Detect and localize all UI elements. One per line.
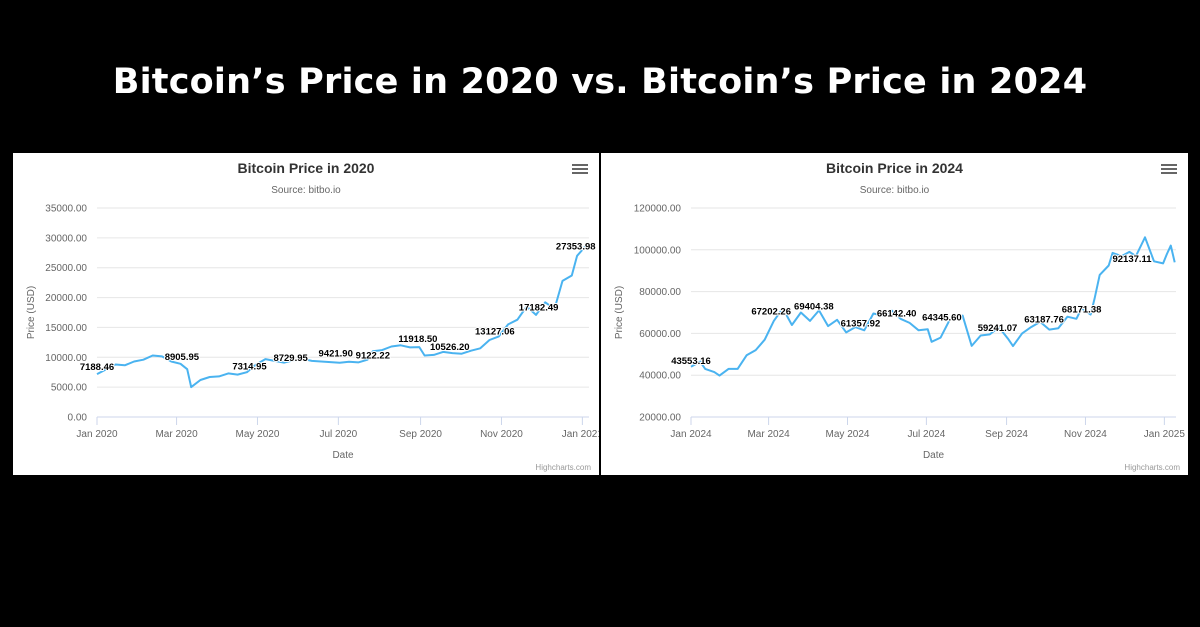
y-tick-label: 20000.00 xyxy=(45,293,87,304)
data-label: 17182.49 xyxy=(519,302,559,313)
chart-subtitle: Source: bitbo.io xyxy=(271,185,341,196)
data-label: 7188.46 xyxy=(80,362,114,373)
data-label: 8905.95 xyxy=(165,352,200,363)
hamburger-menu-icon[interactable] xyxy=(572,162,588,176)
data-label: 13127.06 xyxy=(475,327,515,338)
x-tick-label: Nov 2020 xyxy=(480,429,523,440)
series-line[interactable] xyxy=(690,236,1176,377)
data-label: 67202.26 xyxy=(751,306,791,317)
data-label: 11918.50 xyxy=(398,334,437,345)
x-tick-label: May 2024 xyxy=(826,429,870,440)
y-tick-label: 25000.00 xyxy=(45,263,87,274)
series-line[interactable] xyxy=(96,246,586,389)
chart-2020: Bitcoin Price in 2020 Source: bitbo.io 0.0… xyxy=(26,160,599,472)
data-label: 9122.22 xyxy=(356,351,390,362)
data-label: 27353.98 xyxy=(556,242,596,253)
credits-link: Highcharts.com xyxy=(535,463,591,472)
data-label: 66142.40 xyxy=(877,309,917,320)
x-tick-label: Nov 2024 xyxy=(1064,429,1107,440)
y-tick-label: 5000.00 xyxy=(51,383,88,394)
y-tick-label: 35000.00 xyxy=(45,204,87,215)
y-tick-label: 0.00 xyxy=(68,413,88,424)
x-tick-label: Jan 2024 xyxy=(670,429,712,440)
y-tick-label: 30000.00 xyxy=(45,233,87,244)
data-label: 8729.95 xyxy=(273,353,308,364)
x-tick-label: Jan 2025 xyxy=(1144,429,1186,440)
data-label: 64345.60 xyxy=(922,312,962,323)
data-label: 63187.76 xyxy=(1024,315,1064,326)
chart-subtitle: Source: bitbo.io xyxy=(860,185,930,196)
y-axis-title: Price (USD) xyxy=(614,286,625,339)
x-tick-label: Jan 2021 xyxy=(562,429,599,440)
data-label: 68171.38 xyxy=(1062,304,1102,315)
y-tick-label: 80000.00 xyxy=(639,287,681,298)
x-tick-label: May 2020 xyxy=(236,429,280,440)
x-tick-label: Mar 2024 xyxy=(747,429,790,440)
x-axis-title: Date xyxy=(332,450,354,461)
data-label: 7314.95 xyxy=(232,361,267,372)
data-label: 59241.07 xyxy=(978,323,1018,334)
y-tick-label: 60000.00 xyxy=(639,329,681,340)
x-tick-label: Jan 2020 xyxy=(76,429,118,440)
hamburger-menu-icon[interactable] xyxy=(1161,162,1177,176)
chart-title: Bitcoin Price in 2020 xyxy=(238,160,375,176)
x-tick-label: Mar 2020 xyxy=(155,429,198,440)
chart-title: Bitcoin Price in 2024 xyxy=(826,160,963,176)
x-tick-label: Jul 2020 xyxy=(319,429,357,440)
y-axis-title: Price (USD) xyxy=(26,286,37,339)
chart-panel-2024: Bitcoin Price in 2024 Source: bitbo.io 200… xyxy=(601,153,1188,475)
data-label: 9421.90 xyxy=(319,349,353,360)
data-label: 69404.38 xyxy=(794,302,834,313)
x-tick-label: Sep 2024 xyxy=(985,429,1028,440)
data-label: 61357.92 xyxy=(841,319,881,330)
y-tick-label: 15000.00 xyxy=(45,323,87,334)
y-tick-label: 120000.00 xyxy=(634,204,682,215)
credits-link: Highcharts.com xyxy=(1124,463,1180,472)
x-tick-label: Jul 2024 xyxy=(907,429,945,440)
y-tick-label: 10000.00 xyxy=(45,353,87,364)
chart-2024: Bitcoin Price in 2024 Source: bitbo.io 200… xyxy=(614,160,1186,472)
data-label: 43553.16 xyxy=(671,356,711,367)
y-tick-label: 20000.00 xyxy=(639,413,681,424)
data-label: 92137.11 xyxy=(1112,254,1152,265)
y-tick-label: 40000.00 xyxy=(639,371,681,382)
data-label: 10526.20 xyxy=(430,342,470,353)
y-tick-label: 100000.00 xyxy=(634,245,682,256)
chart-panel-2020: Bitcoin Price in 2020 Source: bitbo.io 0.0… xyxy=(13,153,599,475)
x-axis-title: Date xyxy=(923,450,945,461)
x-tick-label: Sep 2020 xyxy=(399,429,442,440)
page-headline: Bitcoin’s Price in 2020 vs. Bitcoin’s Pr… xyxy=(112,62,1088,102)
